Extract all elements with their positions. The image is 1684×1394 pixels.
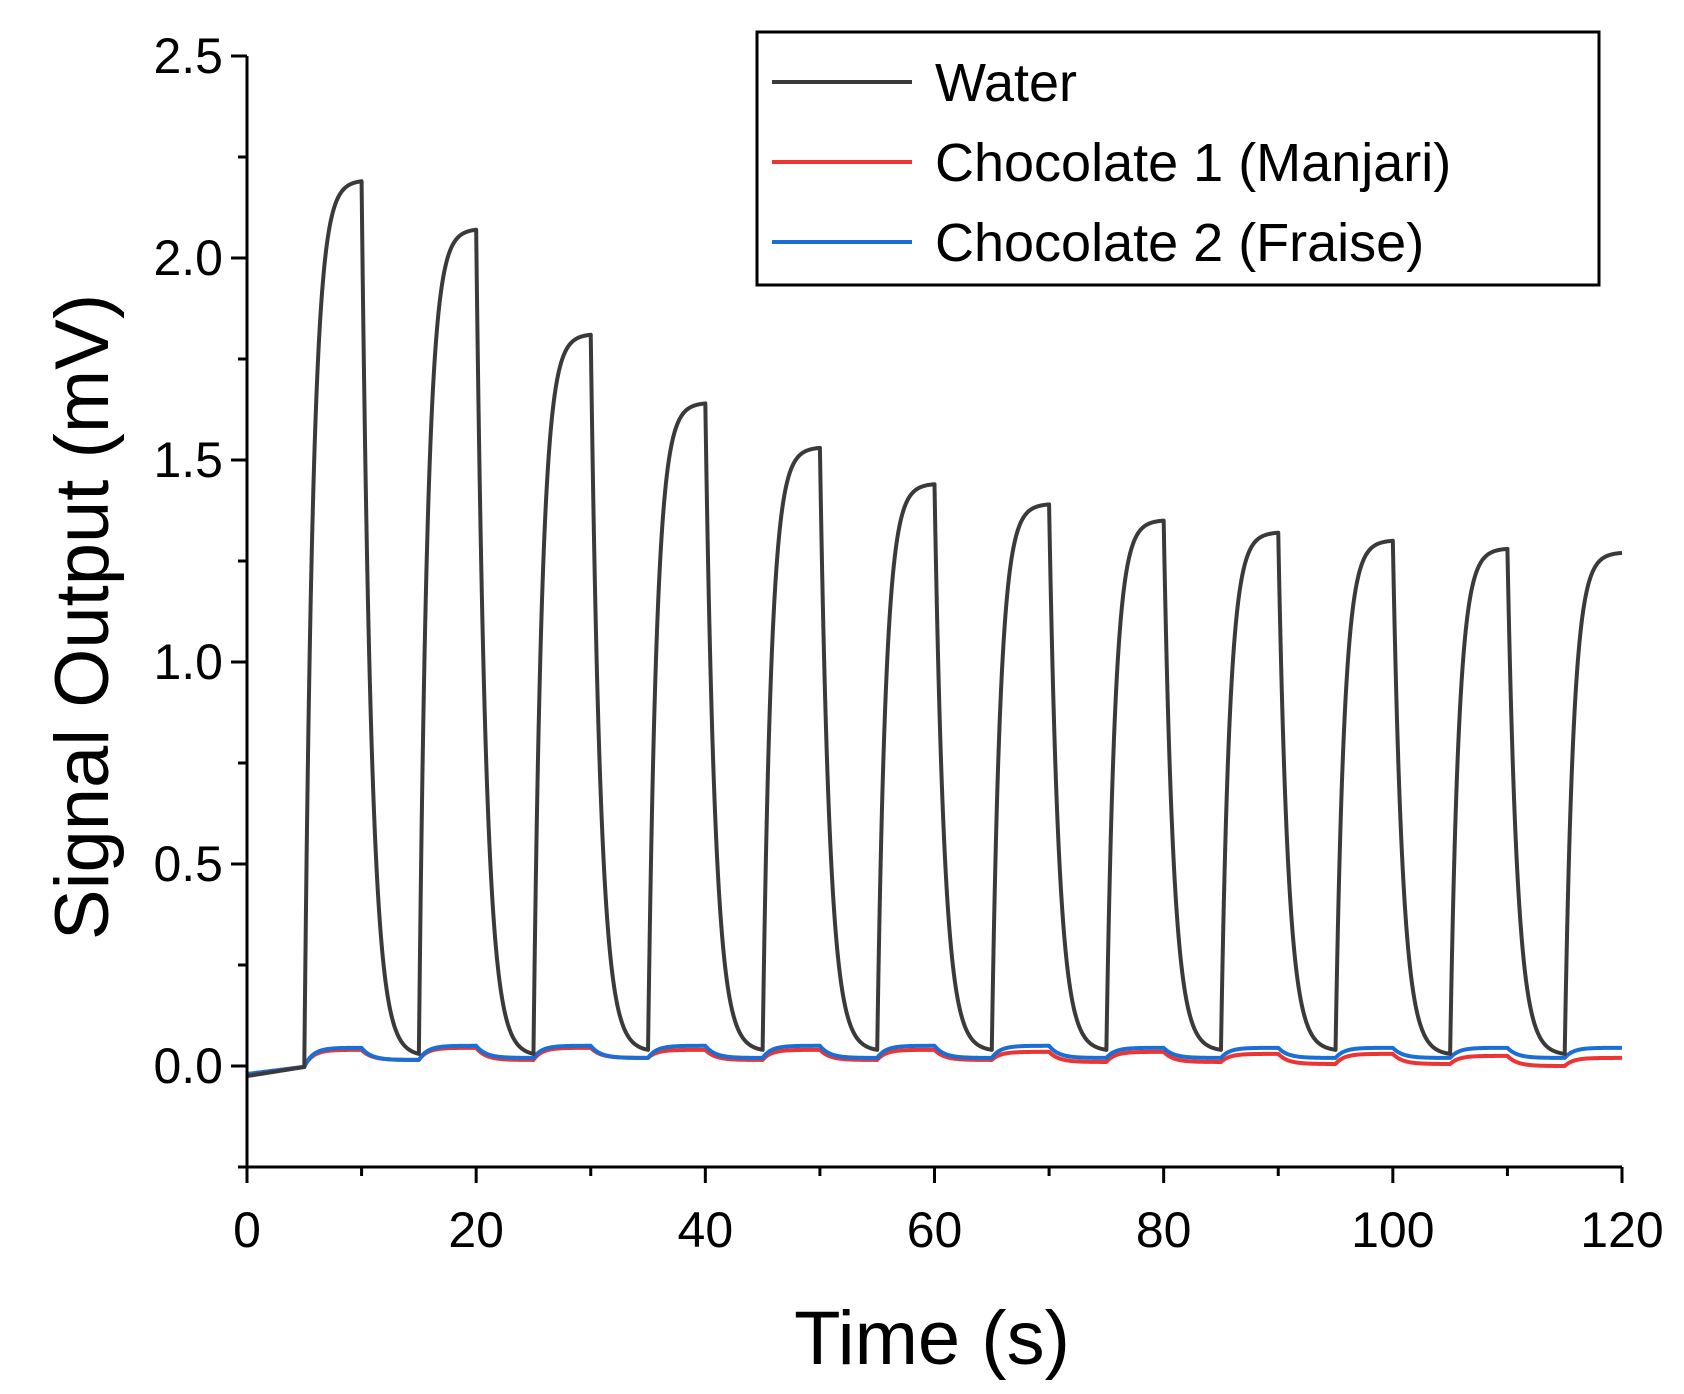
series-line-chocolate-1-manjari [246,1045,1624,1077]
axes-layer: 0.0 0.5 1.0 1.5 2.0 2.5 0 20 40 60 80 100 120 [153,28,1663,1258]
x-tick-label: 0 [233,1202,261,1258]
x-tick-label: 80 [1136,1202,1192,1258]
x-tick-label: 40 [678,1202,734,1258]
x-tick-label: 100 [1351,1202,1434,1258]
y-tick-label: 0.0 [153,1038,223,1094]
y-tick-label: 0.5 [153,836,223,892]
y-tick-label: 1.0 [153,634,223,690]
legend-label-chocolate-2-fraise: Chocolate 2 (Fraise) [935,213,1424,273]
y-tick-label: 2.5 [153,28,223,84]
x-tick-label: 60 [907,1202,963,1258]
x-axis-title: Time (s) [794,1296,1070,1381]
series-layer [246,179,1624,1079]
legend-items: Water Chocolate 1 (Manjari) Chocolate 2 (F… [772,53,1451,273]
series-line-chocolate-2-fraise [246,1043,1624,1077]
y-axis-title: Signal Output (mV) [40,294,125,940]
y-tick-label: 1.5 [153,432,223,488]
x-tick-label: 20 [448,1202,504,1258]
legend-label-water: Water [935,53,1077,113]
x-tick-label: 120 [1580,1202,1663,1258]
legend-label-chocolate-1-manjari: Chocolate 1 (Manjari) [935,133,1451,193]
series-line-water [246,179,1624,1079]
x-ticks: 0 20 40 60 80 100 120 [233,1167,1664,1258]
y-ticks: 0.0 0.5 1.0 1.5 2.0 2.5 [153,28,247,1169]
y-tick-label: 2.0 [153,230,223,286]
legend: Water Chocolate 1 (Manjari) Chocolate 2 (F… [755,30,1601,287]
